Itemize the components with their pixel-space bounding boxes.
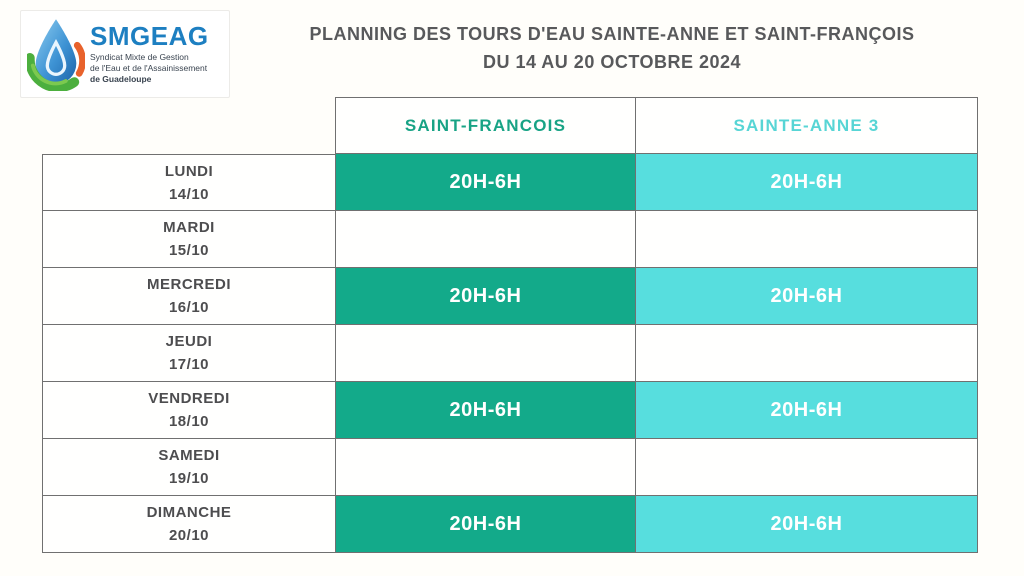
day-name: MERCREDI bbox=[146, 276, 231, 293]
day-name: SAMEDI bbox=[158, 447, 220, 464]
day-date: 20/10 bbox=[168, 527, 210, 544]
smgeag-logo: SMGEAG Syndicat Mixte de Gestion de l'Ea… bbox=[20, 10, 230, 98]
day-cell-dimanche: DIMANCHE 20/10 bbox=[42, 496, 335, 553]
day-date: 15/10 bbox=[168, 242, 210, 259]
logo-text-block: SMGEAG Syndicat Mixte de Gestion de l'Ea… bbox=[90, 23, 209, 85]
schedule-cell-sf-vendredi: 20H-6H bbox=[335, 382, 635, 439]
schedule-cell-sf-mercredi: 20H-6H bbox=[335, 268, 635, 325]
page-title-line2: DU 14 AU 20 OCTOBRE 2024 bbox=[482, 52, 742, 72]
schedule-cell-sa-samedi bbox=[635, 439, 978, 496]
schedule-cell-sa-mardi bbox=[635, 211, 978, 268]
header-blank-cell bbox=[42, 97, 335, 154]
day-name: VENDREDI bbox=[148, 390, 230, 407]
schedule-cell-sf-samedi bbox=[335, 439, 635, 496]
schedule-cell-sa-lundi: 20H-6H bbox=[635, 154, 978, 211]
schedule-cell-sa-vendredi: 20H-6H bbox=[635, 382, 978, 439]
day-name: LUNDI bbox=[164, 162, 214, 180]
water-drop-icon bbox=[27, 19, 85, 91]
day-name: DIMANCHE bbox=[146, 504, 232, 521]
logo-tagline-line1: Syndicat Mixte de Gestion bbox=[90, 51, 189, 62]
day-name: MARDI bbox=[163, 219, 215, 236]
day-date: 18/10 bbox=[168, 413, 210, 430]
day-date: 17/10 bbox=[168, 356, 210, 373]
day-date: 14/10 bbox=[168, 185, 210, 203]
column-header-saint-francois: SAINT-FRANCOIS bbox=[335, 97, 635, 154]
schedule-cell-sf-mardi bbox=[335, 211, 635, 268]
day-cell-vendredi: VENDREDI 18/10 bbox=[42, 382, 335, 439]
day-cell-samedi: SAMEDI 19/10 bbox=[42, 439, 335, 496]
page-title-line1: PLANNING DES TOURS D'EAU SAINTE-ANNE ET … bbox=[309, 24, 915, 44]
page-title: PLANNING DES TOURS D'EAU SAINTE-ANNE ET … bbox=[262, 20, 962, 76]
logo-tagline-line3: de Guadeloupe bbox=[90, 74, 152, 85]
day-name: JEUDI bbox=[165, 333, 213, 350]
logo-wordmark: SMGEAG bbox=[90, 20, 209, 51]
schedule-cell-sf-lundi: 20H-6H bbox=[335, 154, 635, 211]
logo-tagline-line2: de l'Eau et de l'Assainissement bbox=[90, 62, 208, 73]
schedule-cell-sa-dimanche: 20H-6H bbox=[635, 496, 978, 553]
schedule-cell-sf-jeudi bbox=[335, 325, 635, 382]
day-date: 16/10 bbox=[168, 299, 210, 316]
day-cell-lundi: LUNDI 14/10 bbox=[42, 154, 335, 211]
day-cell-mardi: MARDI 15/10 bbox=[42, 211, 335, 268]
schedule-table: SAINT-FRANCOIS SAINTE-ANNE 3 LUNDI 14/10… bbox=[42, 97, 978, 553]
schedule-cell-sa-mercredi: 20H-6H bbox=[635, 268, 978, 325]
column-header-sainte-anne: SAINTE-ANNE 3 bbox=[635, 97, 978, 154]
day-cell-jeudi: JEUDI 17/10 bbox=[42, 325, 335, 382]
schedule-cell-sa-jeudi bbox=[635, 325, 978, 382]
day-date: 19/10 bbox=[168, 470, 210, 487]
schedule-cell-sf-dimanche: 20H-6H bbox=[335, 496, 635, 553]
day-cell-mercredi: MERCREDI 16/10 bbox=[42, 268, 335, 325]
logo-tagline: Syndicat Mixte de Gestion de l'Eau et de… bbox=[90, 52, 209, 85]
